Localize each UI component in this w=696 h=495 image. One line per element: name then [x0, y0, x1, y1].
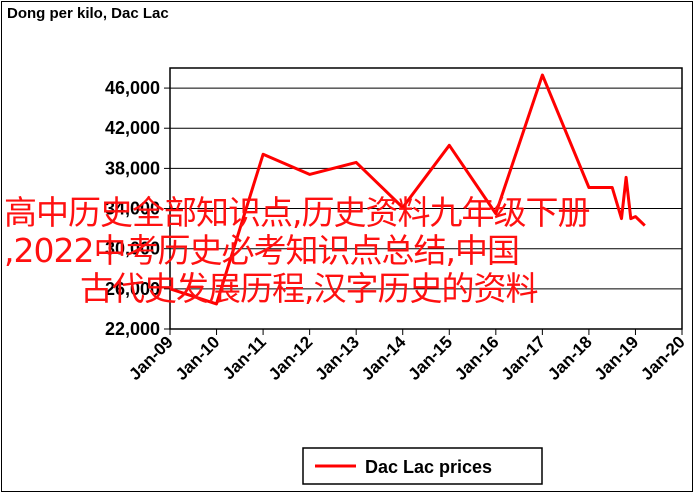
legend: Dac Lac prices: [302, 447, 543, 485]
overlay-text: 高中历史全部知识点,历史资料九年级下册 ,2022中考历史必考知识点总结,中国 古代…: [4, 194, 694, 308]
plot-area: [169, 67, 683, 330]
x-tick-label: Jan-18: [544, 332, 596, 384]
chart-title: Dong per kilo, Dac Lac: [7, 5, 169, 22]
x-tick-label: Jan-19: [591, 332, 643, 384]
series-line: [169, 73, 646, 306]
legend-box: [302, 447, 543, 485]
overlay-line-1: 高中历史全部知识点,历史资料九年级下册: [4, 193, 591, 232]
x-tick-label: Jan-16: [451, 332, 503, 384]
legend-label: Dac Lac prices: [365, 457, 492, 477]
y-tick-label: 38,000: [105, 158, 160, 178]
series-group: [169, 73, 646, 306]
x-tick-label: Jan-11: [219, 332, 270, 383]
x-tick-label: Jan-12: [265, 332, 317, 384]
x-tick-label: Jan-10: [172, 332, 224, 384]
x-tick-label: Jan-14: [358, 332, 410, 384]
y-axis: 22,000 26,000 30,000 34,000 38,000 42,000 46,0…: [105, 78, 170, 339]
y-tick-label: 42,000: [105, 118, 160, 138]
x-tick-label: Jan-09: [125, 332, 177, 384]
x-tick-label: Jan-15: [405, 332, 457, 384]
y-tick-label: 22,000: [105, 319, 160, 339]
x-tick-label: Jan-20: [637, 332, 689, 384]
y-tick-label: 26,000: [105, 279, 160, 299]
x-axis: Jan-09Jan-10Jan-11Jan-12Jan-13Jan-14Jan-…: [125, 329, 689, 384]
gridlines: [170, 87, 682, 290]
y-tick-label: 46,000: [105, 78, 160, 98]
y-tick-label: 34,000: [105, 199, 160, 219]
overlay-line-3: 古代史发展历程,汉字历史的资料: [80, 269, 539, 308]
x-tick-label: Jan-17: [498, 332, 550, 384]
plot-border: [169, 67, 683, 330]
y-tick-label: 30,000: [105, 239, 160, 259]
overlay-line-2: ,2022中考历史必考知识点总结,中国: [4, 231, 520, 270]
x-tick-label: Jan-13: [311, 332, 363, 384]
